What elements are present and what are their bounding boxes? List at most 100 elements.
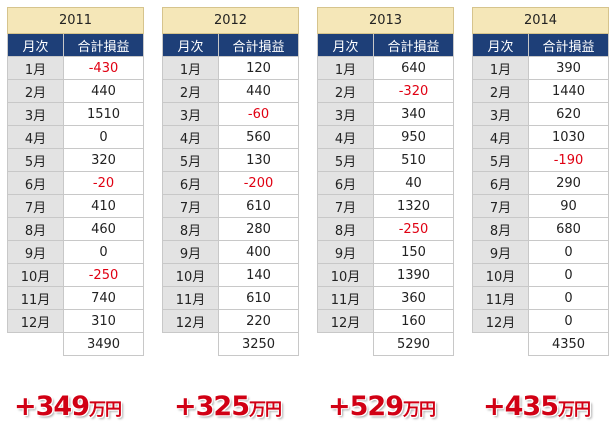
month-cell: 1月 bbox=[162, 56, 219, 80]
month-cell: 8月 bbox=[162, 217, 219, 241]
year-title: 2011 bbox=[7, 7, 144, 34]
profit-cell: 0 bbox=[528, 263, 609, 287]
table-row: 4月 950 bbox=[317, 125, 454, 149]
table-row: 8月 -250 bbox=[317, 217, 454, 241]
result-2014: +435万円 bbox=[483, 390, 591, 427]
year-title: 2012 bbox=[162, 7, 299, 34]
table-row: 11月 740 bbox=[7, 286, 144, 310]
month-cell: 5月 bbox=[7, 148, 64, 172]
total-row: 3490 bbox=[8, 332, 144, 356]
month-cell: 8月 bbox=[317, 217, 374, 241]
result-unit: 万円 bbox=[557, 400, 591, 420]
month-cell: 2月 bbox=[317, 79, 374, 103]
month-cell: 4月 bbox=[162, 125, 219, 149]
month-cell: 10月 bbox=[317, 263, 374, 287]
year-table-2011: 2011 月次 合計損益 1月 -430 2月 440 3月 1510 4月 0 5月 3… bbox=[7, 7, 144, 356]
month-cell: 12月 bbox=[472, 309, 529, 333]
total-row: 3250 bbox=[163, 332, 299, 356]
blank-cell bbox=[8, 333, 64, 356]
month-cell: 7月 bbox=[472, 194, 529, 218]
table-row: 4月 560 bbox=[162, 125, 299, 149]
profit-cell: 1510 bbox=[63, 102, 144, 126]
table-row: 9月 150 bbox=[317, 240, 454, 264]
month-cell: 4月 bbox=[317, 125, 374, 149]
profit-cell: -430 bbox=[63, 56, 144, 80]
table-row: 3月 -60 bbox=[162, 102, 299, 126]
month-cell: 10月 bbox=[162, 263, 219, 287]
table-row: 5月 320 bbox=[7, 148, 144, 172]
month-cell: 12月 bbox=[162, 309, 219, 333]
profit-column-header: 合計損益 bbox=[63, 33, 144, 57]
profit-cell: 950 bbox=[373, 125, 454, 149]
table-row: 3月 340 bbox=[317, 102, 454, 126]
total-cell: 4350 bbox=[528, 332, 609, 356]
month-cell: 12月 bbox=[7, 309, 64, 333]
table-row: 10月 -250 bbox=[7, 263, 144, 287]
profit-cell: 320 bbox=[63, 148, 144, 172]
month-cell: 1月 bbox=[472, 56, 529, 80]
month-cell: 6月 bbox=[317, 171, 374, 195]
profit-cell: 1440 bbox=[528, 79, 609, 103]
result-2011: +349万円 bbox=[14, 390, 122, 427]
month-cell: 1月 bbox=[317, 56, 374, 80]
profit-cell: 390 bbox=[528, 56, 609, 80]
result-unit: 万円 bbox=[88, 400, 122, 420]
profit-cell: 560 bbox=[218, 125, 299, 149]
total-row: 5290 bbox=[318, 332, 454, 356]
month-column-header: 月次 bbox=[472, 33, 529, 57]
profit-cell: 740 bbox=[63, 286, 144, 310]
result-2012: +325万円 bbox=[174, 390, 282, 427]
year-table-2014: 2014 月次 合計損益 1月 390 2月 1440 3月 620 4月 1030 5… bbox=[472, 7, 609, 356]
profit-cell: 280 bbox=[218, 217, 299, 241]
year-title: 2013 bbox=[317, 7, 454, 34]
result-amount: +349万円 bbox=[14, 391, 122, 422]
blank-cell bbox=[318, 333, 374, 356]
table-row: 1月 390 bbox=[472, 56, 609, 80]
profit-cell: 120 bbox=[218, 56, 299, 80]
month-cell: 8月 bbox=[472, 217, 529, 241]
profit-cell: 150 bbox=[373, 240, 454, 264]
table-row: 10月 0 bbox=[472, 263, 609, 287]
profit-cell: 510 bbox=[373, 148, 454, 172]
table-row: 9月 0 bbox=[472, 240, 609, 264]
profit-cell: 130 bbox=[218, 148, 299, 172]
month-cell: 11月 bbox=[317, 286, 374, 310]
table-row: 3月 1510 bbox=[7, 102, 144, 126]
month-column-header: 月次 bbox=[317, 33, 374, 57]
result-amount: +435万円 bbox=[483, 391, 591, 422]
profit-cell: 310 bbox=[63, 309, 144, 333]
table-row: 6月 40 bbox=[317, 171, 454, 195]
profit-cell: 0 bbox=[63, 125, 144, 149]
month-cell: 11月 bbox=[162, 286, 219, 310]
profit-column-header: 合計損益 bbox=[373, 33, 454, 57]
month-cell: 2月 bbox=[7, 79, 64, 103]
table-row: 12月 220 bbox=[162, 309, 299, 333]
month-cell: 6月 bbox=[7, 171, 64, 195]
profit-cell: 620 bbox=[528, 102, 609, 126]
month-cell: 3月 bbox=[317, 102, 374, 126]
month-cell: 2月 bbox=[162, 79, 219, 103]
profit-cell: 680 bbox=[528, 217, 609, 241]
profit-cell: 0 bbox=[528, 240, 609, 264]
table-row: 12月 310 bbox=[7, 309, 144, 333]
month-cell: 11月 bbox=[472, 286, 529, 310]
profit-cell: 90 bbox=[528, 194, 609, 218]
total-row: 4350 bbox=[473, 332, 609, 356]
table-row: 8月 280 bbox=[162, 217, 299, 241]
month-cell: 8月 bbox=[7, 217, 64, 241]
table-row: 7月 1320 bbox=[317, 194, 454, 218]
blank-cell bbox=[163, 333, 219, 356]
profit-cell: -320 bbox=[373, 79, 454, 103]
month-cell: 12月 bbox=[317, 309, 374, 333]
month-cell: 4月 bbox=[472, 125, 529, 149]
month-cell: 10月 bbox=[7, 263, 64, 287]
table-row: 7月 90 bbox=[472, 194, 609, 218]
table-row: 11月 360 bbox=[317, 286, 454, 310]
profit-cell: 40 bbox=[373, 171, 454, 195]
month-column-header: 月次 bbox=[162, 33, 219, 57]
month-cell: 3月 bbox=[472, 102, 529, 126]
month-cell: 3月 bbox=[162, 102, 219, 126]
profit-cell: 1030 bbox=[528, 125, 609, 149]
table-row: 9月 400 bbox=[162, 240, 299, 264]
month-cell: 9月 bbox=[317, 240, 374, 264]
